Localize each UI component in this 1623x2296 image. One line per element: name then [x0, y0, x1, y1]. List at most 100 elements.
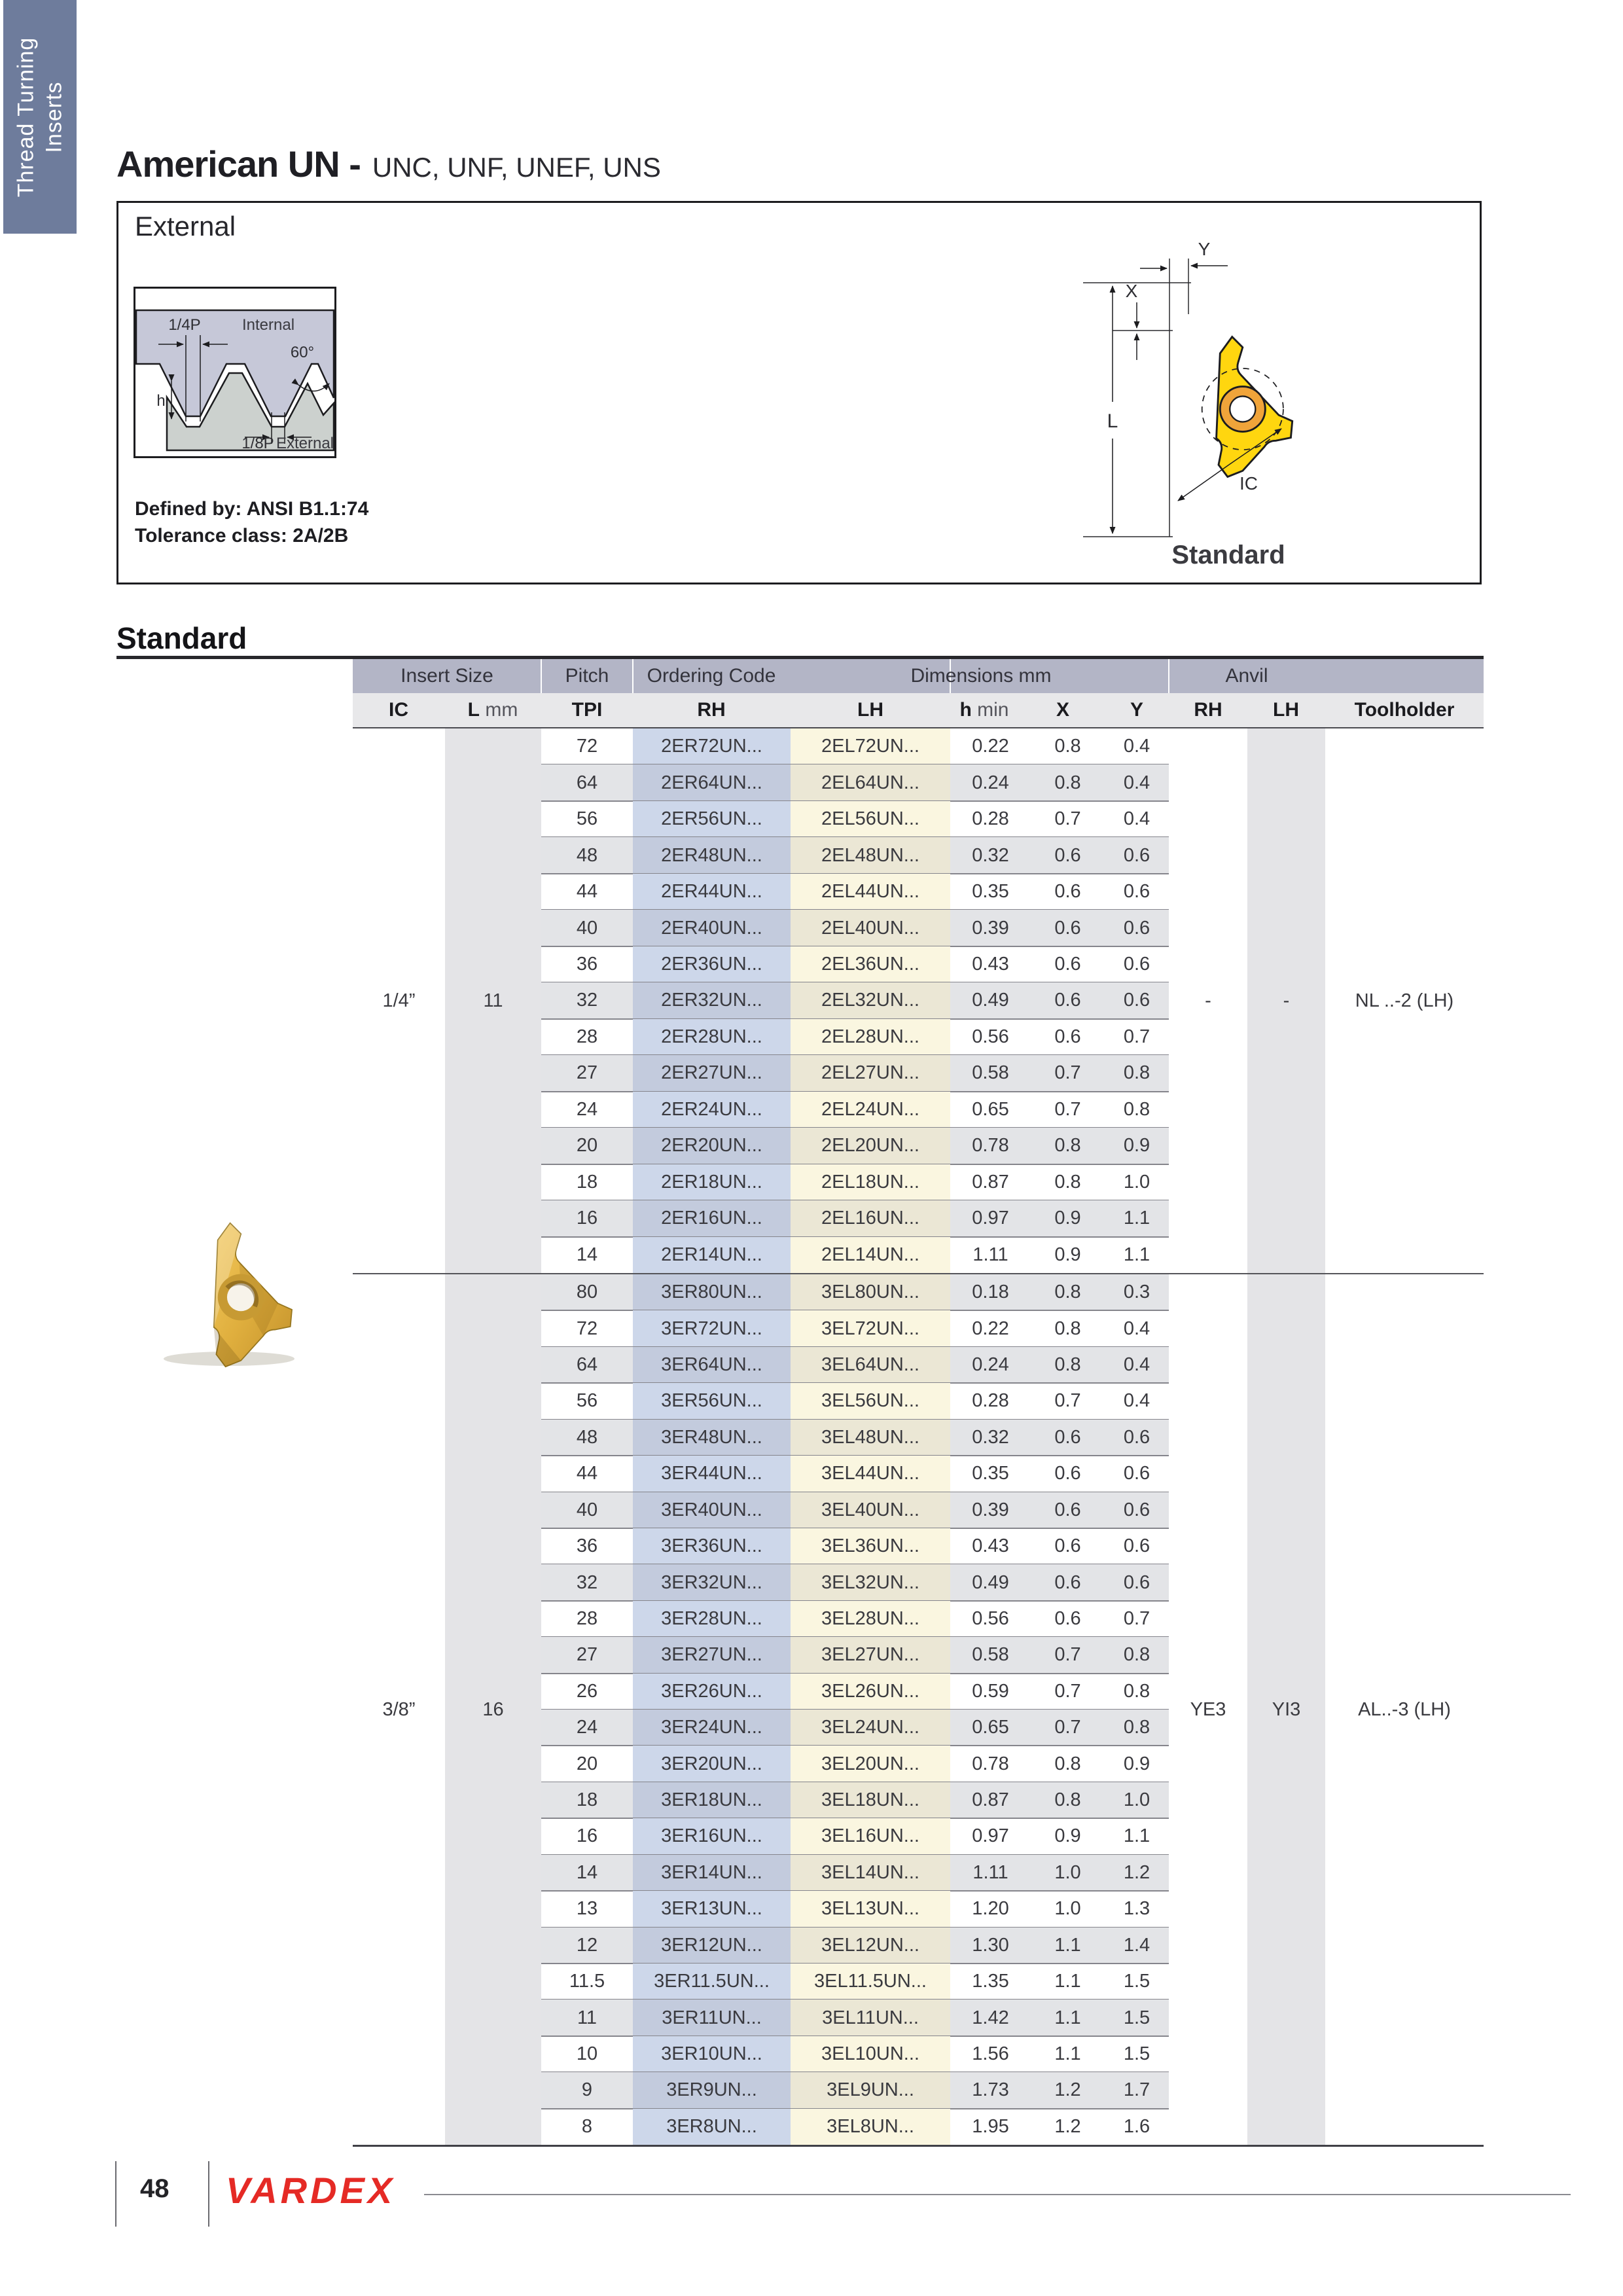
quarter-p-label: 1/4P [168, 316, 200, 334]
cell-h: 0.58 [972, 1062, 1009, 1084]
cell-h: 0.97 [972, 1825, 1009, 1847]
sidebar-tab: Thread Turning Inserts [3, 0, 77, 234]
cell-rh: 2ER27UN... [661, 1062, 762, 1084]
cell-lh: 2EL72UN... [821, 736, 919, 757]
cell-tpi: 28 [576, 1607, 598, 1629]
cell-h: 0.39 [972, 917, 1009, 939]
rh-code-cell-bg [633, 1528, 791, 1565]
cell-y: 1.6 [1123, 2115, 1150, 2137]
cell-lh: 2EL36UN... [821, 954, 919, 975]
cell-y: 1.0 [1123, 1171, 1150, 1193]
x-dim-label: X [1126, 281, 1138, 301]
cell-x: 0.8 [1054, 1318, 1081, 1339]
cell-tpi: 44 [576, 1463, 598, 1484]
cell-rh: 2ER16UN... [661, 1208, 762, 1229]
cell-lh: 2EL28UN... [821, 1026, 919, 1047]
eighth-p-label: 1/8P [241, 435, 274, 452]
cell-y: 0.6 [1123, 917, 1150, 939]
table-row: 80 3ER80UN... 3EL80UN... 0.18 0.8 0.3 [353, 1274, 1484, 1311]
table-row: 64 2ER64UN... 2EL64UN... 0.24 0.8 0.4 [353, 764, 1484, 801]
column-header-text: TPI [571, 699, 603, 721]
table-top-rule [116, 656, 1484, 659]
cell-rh: 3ER27UN... [661, 1644, 762, 1666]
table-row: 10 3ER10UN... 3EL10UN... 1.56 1.1 1.5 [353, 2036, 1484, 2073]
l-dim-label: L [1107, 410, 1118, 432]
cell-rh: 3ER14UN... [661, 1861, 762, 1883]
cell-lh: 3EL10UN... [821, 2043, 919, 2064]
cell-rh: 2ER14UN... [661, 1244, 762, 1265]
table-row: 32 2ER32UN... 2EL32UN... 0.49 0.6 0.6 [353, 982, 1484, 1019]
rh-code-cell-bg [633, 1346, 791, 1384]
cell-tpi: 28 [576, 1026, 598, 1047]
cell-y: 1.1 [1123, 1208, 1150, 1229]
cell-x: 0.7 [1054, 1644, 1081, 1666]
cell-lh: 3EL26UN... [821, 1680, 919, 1702]
cell-h: 0.32 [972, 844, 1009, 866]
lh-code-cell-bg [791, 1637, 950, 1674]
cell-lh: 2EL32UN... [821, 990, 919, 1011]
h-label: h [156, 392, 165, 410]
cell-rh: 3ER11UN... [662, 2007, 762, 2028]
cell-rh: 3ER40UN... [661, 1499, 762, 1520]
column-header-h: h min [959, 693, 1008, 727]
rh-code-cell-bg [633, 1854, 791, 1892]
y-dim-label: Y [1198, 239, 1211, 259]
rh-code-cell-bg [633, 837, 791, 874]
rh-code-cell-bg [633, 1018, 791, 1056]
internal-label: Internal [242, 316, 294, 334]
rh-code-cell-bg [633, 1310, 791, 1347]
rh-code-cell-bg [633, 1637, 791, 1674]
cell-y: 1.1 [1123, 1244, 1150, 1265]
cell-lh: 2EL56UN... [821, 808, 919, 830]
column-header-ic: IC [389, 693, 408, 727]
cell-tpi: 56 [576, 1390, 598, 1412]
cell-lh: 2EL16UN... [821, 1208, 919, 1229]
cell-rh: 3ER56UN... [661, 1390, 762, 1412]
cell-lh: 3EL32UN... [821, 1571, 919, 1593]
sidebar-tab-label: Thread Turning Inserts [12, 0, 68, 234]
cell-y: 0.6 [1123, 1463, 1150, 1484]
table-row: 24 3ER24UN... 3EL24UN... 0.65 0.7 0.8 [353, 1710, 1484, 1746]
anvil-lh-column-band [1247, 728, 1325, 2145]
table-row: 18 2ER18UN... 2EL18UN... 0.87 0.8 1.0 [353, 1164, 1484, 1201]
cell-h: 0.32 [972, 1426, 1009, 1448]
cell-tpi: 56 [576, 808, 598, 830]
cell-lh: 2EL14UN... [821, 1244, 919, 1265]
cell-y: 0.4 [1123, 772, 1150, 793]
cell-tpi: 72 [576, 736, 598, 757]
cell-tpi: 40 [576, 1499, 598, 1520]
cell-lh: 3EL56UN... [821, 1390, 919, 1412]
l-mm-column-band [445, 728, 541, 2145]
rh-code-cell-bg [633, 1564, 791, 1601]
column-header-text: X [1056, 699, 1070, 721]
cell-y: 0.9 [1123, 1135, 1150, 1157]
lh-code-cell-bg [791, 1492, 950, 1528]
page-number: 48 [140, 2174, 169, 2203]
lh-code-cell-bg [791, 873, 950, 910]
cell-tpi: 13 [576, 1898, 598, 1920]
cell-tpi: 11 [577, 2007, 597, 2028]
cell-tpi: 16 [576, 1825, 598, 1847]
lh-code-cell-bg [791, 1818, 950, 1855]
group-cell-l: 11 [483, 990, 503, 1011]
sidebar-tab-line2: Inserts [41, 81, 66, 153]
table-row: 28 3ER28UN... 3EL28UN... 0.56 0.6 0.7 [353, 1600, 1484, 1638]
table-row: 8 3ER8UN... 3EL8UN... 1.95 1.2 1.6 [353, 2108, 1484, 2145]
cell-rh: 3ER11.5UN... [654, 1971, 770, 1992]
rh-code-cell-bg [633, 1236, 791, 1273]
cell-rh: 3ER80UN... [661, 1282, 762, 1303]
footer-rule-left [115, 2161, 116, 2227]
cell-h: 1.11 [972, 1244, 1008, 1265]
cell-lh: 3EL13UN... [821, 1898, 919, 1920]
column-header-text: Y [1130, 699, 1144, 721]
cell-tpi: 64 [576, 772, 598, 793]
cell-x: 1.1 [1054, 1971, 1081, 1992]
cell-h: 0.43 [972, 954, 1009, 975]
table-row: 27 3ER27UN... 3EL27UN... 0.58 0.7 0.8 [353, 1637, 1484, 1674]
insert-dimension-diagram: Y X L IC [1083, 239, 1294, 537]
cell-lh: 3EL44UN... [821, 1463, 919, 1484]
cell-h: 0.49 [972, 1571, 1009, 1593]
cell-h: 0.24 [972, 772, 1009, 793]
lh-code-cell-bg [791, 946, 950, 983]
cell-lh: 2EL44UN... [821, 881, 919, 903]
